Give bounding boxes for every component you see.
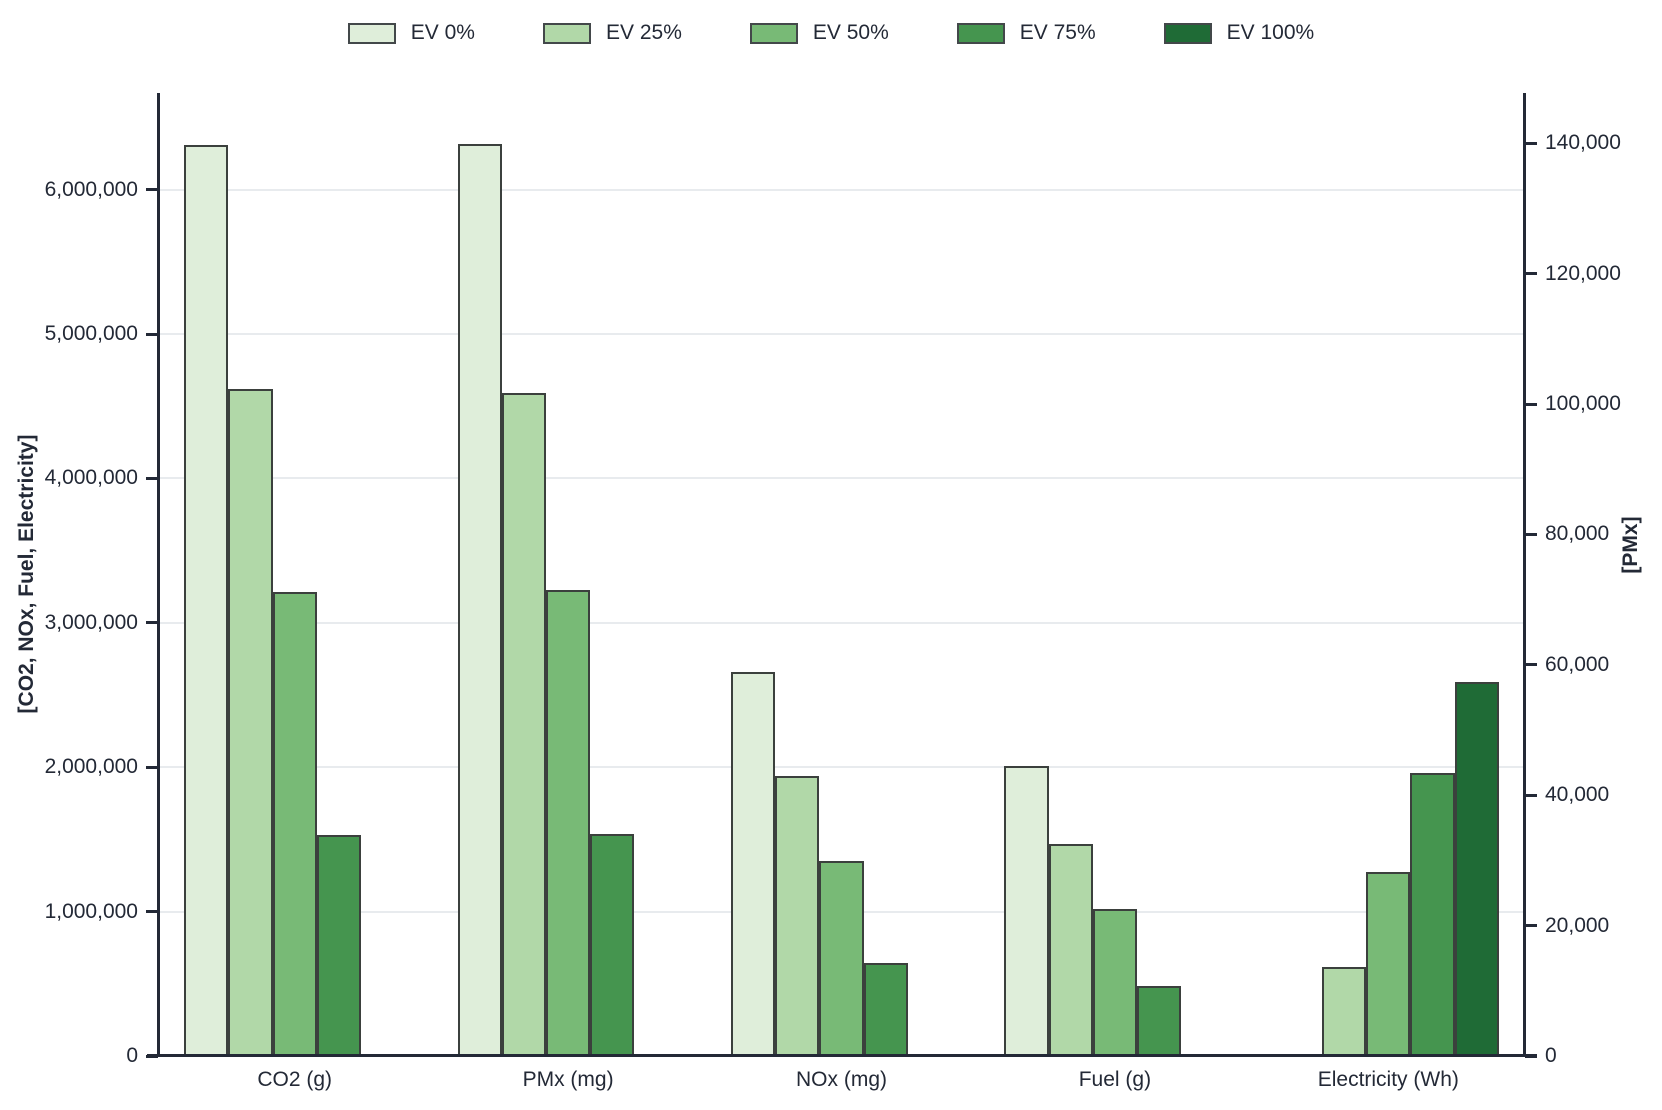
left-axis-tick-label: 6,000,000	[44, 177, 138, 201]
left-axis-tick	[146, 765, 158, 769]
right-axis-tick-label: 40,000	[1545, 783, 1610, 807]
right-axis-tick	[1525, 532, 1537, 536]
legend-item-ev-100-: EV 100%	[1163, 21, 1315, 45]
legend: EV 0% EV 25% EV 50% EV 75% EV 100%	[0, 16, 1662, 50]
right-axis-tick-label: 120,000	[1545, 261, 1621, 285]
left-axis-tick	[146, 621, 158, 625]
gridline	[158, 188, 1525, 191]
left-axis-tick-label: 4,000,000	[44, 466, 138, 490]
left-axis-tick-label: 2,000,000	[44, 755, 138, 779]
left-axis-tick	[146, 910, 158, 914]
right-axis-tick-label: 80,000	[1545, 522, 1610, 546]
gridline	[158, 333, 1525, 336]
right-axis-tick-label: 100,000	[1545, 392, 1621, 415]
right-axis-tick	[1525, 402, 1537, 406]
left-axis-tick	[146, 188, 158, 192]
legend-swatch-icon	[956, 22, 1005, 44]
legend-item-ev-50-: EV 50%	[749, 21, 889, 45]
category-label-nox-mg-: NOx (mg)	[796, 1068, 887, 1091]
bar-ev-0--co2-g-	[184, 144, 229, 1056]
right-axis-tick	[1525, 793, 1537, 797]
bar-ev-50--co2-g-	[272, 591, 317, 1056]
left-axis-tick	[146, 476, 158, 480]
bar-ev-75--electricity-wh-	[1410, 773, 1455, 1056]
right-axis-tick	[1525, 141, 1537, 145]
bar-ev-0--fuel-g-	[1004, 765, 1049, 1056]
left-axis-tick	[146, 332, 158, 336]
left-axis-spine	[157, 93, 160, 1056]
bar-ev-75--co2-g-	[316, 835, 361, 1056]
right-axis-title: [PMx]	[1619, 516, 1642, 574]
legend-label: EV 75%	[1019, 21, 1096, 44]
left-axis-tick-label: 0	[126, 1044, 138, 1067]
right-axis-tick	[1525, 1054, 1537, 1058]
category-label-electricity-wh-: Electricity (Wh)	[1317, 1068, 1459, 1091]
legend-swatch-icon	[542, 22, 591, 44]
right-axis-tick-label: 0	[1545, 1044, 1557, 1067]
left-axis-tick-label: 5,000,000	[44, 322, 138, 346]
legend-swatch-icon	[749, 22, 798, 44]
bar-ev-75--nox-mg-	[863, 963, 908, 1056]
right-axis-tick	[1525, 272, 1537, 276]
bar-ev-25--electricity-wh-	[1322, 967, 1367, 1056]
legend-label: EV 50%	[812, 21, 889, 44]
right-axis-tick-label: 60,000	[1545, 652, 1610, 676]
x-axis-line	[147, 1054, 1537, 1057]
bar-ev-25--fuel-g-	[1048, 843, 1093, 1056]
bar-ev-75--pmx-mg-	[590, 833, 635, 1056]
legend-item-ev-0-: EV 0%	[347, 21, 475, 45]
bar-ev-25--pmx-mg-	[501, 392, 546, 1056]
right-axis-spine	[1523, 93, 1526, 1056]
legend-swatch-icon	[1163, 22, 1212, 44]
right-axis-tick	[1525, 924, 1537, 928]
bar-ev-50--fuel-g-	[1092, 909, 1137, 1056]
legend-label: EV 25%	[605, 21, 682, 44]
bar-ev-100--electricity-wh-	[1454, 681, 1499, 1056]
bar-ev-75--fuel-g-	[1137, 985, 1182, 1056]
left-axis-title: [CO2, NOx, Fuel, Electricity]	[15, 434, 38, 714]
right-axis-tick-label: 140,000	[1545, 131, 1621, 155]
bar-ev-25--co2-g-	[228, 388, 273, 1056]
bar-ev-25--nox-mg-	[775, 775, 820, 1056]
legend-swatch-icon	[347, 22, 396, 44]
category-label-co2-g-: CO2 (g)	[257, 1068, 333, 1091]
legend-label: EV 0%	[410, 21, 475, 44]
left-axis-tick-label: 1,000,000	[44, 899, 138, 923]
category-label-pmx-mg-: PMx (mg)	[522, 1068, 614, 1091]
right-axis-tick-label: 20,000	[1545, 913, 1610, 937]
legend-label: EV 100%	[1226, 21, 1315, 44]
left-axis-tick-label: 3,000,000	[44, 610, 138, 634]
right-axis-tick	[1525, 663, 1537, 667]
plot-area	[158, 93, 1525, 1056]
category-label-fuel-g-: Fuel (g)	[1078, 1068, 1152, 1091]
gridline	[158, 621, 1525, 624]
legend-item-ev-75-: EV 75%	[956, 21, 1096, 45]
bar-ev-0--nox-mg-	[731, 671, 776, 1056]
bar-ev-50--pmx-mg-	[546, 589, 591, 1056]
bar-ev-50--nox-mg-	[819, 860, 864, 1056]
gridline	[158, 766, 1525, 769]
bar-ev-0--pmx-mg-	[457, 143, 502, 1056]
left-axis-tick	[146, 1054, 158, 1058]
gridline	[158, 477, 1525, 480]
bar-ev-50--electricity-wh-	[1366, 871, 1411, 1056]
legend-item-ev-25-: EV 25%	[542, 21, 682, 45]
